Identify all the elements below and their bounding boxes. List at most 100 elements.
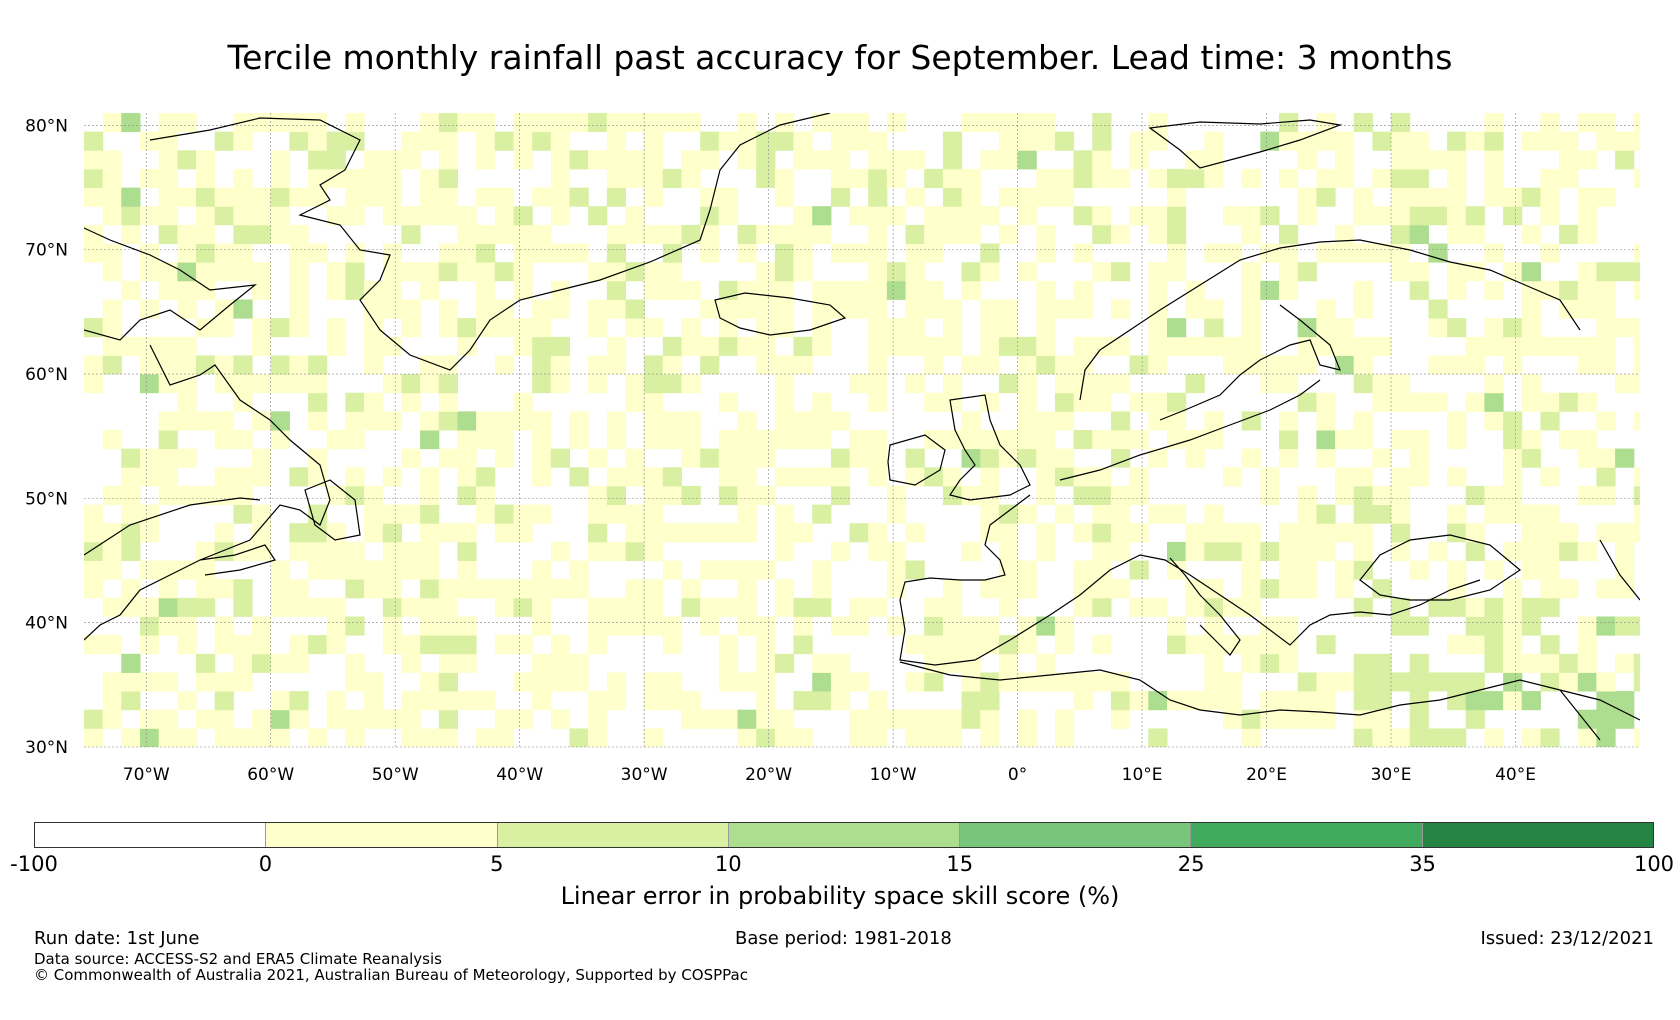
skill-cell [1503,541,1523,561]
skill-cell [1167,504,1187,524]
skill-cell [961,411,981,431]
skill-cell [662,262,682,282]
skill-cell [737,579,757,599]
skill-cell [1111,485,1131,505]
lon-tick-label: 20°W [745,765,792,785]
skill-cell [1260,579,1280,599]
lon-tick-label: 70°W [123,765,170,785]
skill-cell [793,336,813,356]
skill-cell [886,150,907,170]
skill-cell [270,318,290,338]
skill-cell [476,262,496,282]
skill-cell [812,392,832,412]
skill-cell [1223,243,1243,263]
skill-cell [1260,243,1280,263]
skill-cell [345,616,365,636]
skill-cell [438,374,458,394]
skill-cell [980,318,1000,338]
skill-cell [849,597,869,617]
skill-cell [1335,523,1355,543]
skill-cell [1335,243,1355,263]
skill-cell [793,243,813,263]
skill-cell [1316,131,1336,151]
skill-cell [289,653,309,673]
skill-cell [1428,597,1448,617]
skill-cell [270,113,290,133]
skill-cell [289,355,309,375]
skill-cell [214,672,234,692]
skill-cell [270,374,290,394]
skill-cell [718,709,738,729]
skill-cell [830,299,851,319]
skill-cell [1559,280,1579,300]
skill-cell [1204,635,1224,655]
skill-cell [588,709,608,729]
skill-cell [737,485,757,505]
skill-cell [233,206,253,226]
skill-cell [1017,336,1037,356]
skill-cell [270,728,290,747]
skill-cell [102,336,122,356]
skill-cell [588,504,608,524]
skill-cell [326,168,346,188]
skill-cell [1223,691,1243,711]
skill-cell [1241,523,1261,543]
skill-cell [998,672,1019,692]
skill-cell [980,299,1000,319]
skill-cell [1054,299,1075,319]
skill-cell [1633,523,1640,543]
skill-cell [401,299,421,319]
skill-cell [382,280,402,300]
skill-cell [1185,541,1205,561]
skill-cell [214,262,234,282]
skill-cell [326,280,346,300]
skill-cell [644,579,664,599]
skill-cell [1204,168,1224,188]
skill-cell [644,430,664,450]
skill-cell [606,467,626,487]
skill-cell [681,336,701,356]
skill-cell [494,523,514,543]
skill-cell [718,299,738,319]
skill-cell [1260,635,1280,655]
skill-cell [233,131,253,151]
skill-cell [1484,691,1504,711]
skill-cell [886,262,907,282]
skill-cell [289,243,309,263]
skill-cell [84,541,104,561]
skill-cell [1279,280,1299,300]
skill-cell [1521,392,1541,412]
skill-cell [364,485,384,505]
skill-cell [1428,355,1448,375]
skill-cell [1279,523,1299,543]
skill-cell [158,485,178,505]
skill-cell [737,616,757,636]
skill-cell [756,430,776,450]
skill-cell [1596,616,1616,636]
colorbar-segment [496,823,728,847]
skill-cell [1316,635,1336,655]
skill-cell [326,206,346,226]
skill-cell [532,579,552,599]
skill-cell [140,374,160,394]
skill-cell [1017,113,1037,133]
skill-cell [550,448,570,468]
skill-cell [812,430,832,450]
skill-cell [550,709,570,729]
skill-cell [569,187,589,207]
skill-cell [569,113,589,133]
skill-cell [625,616,645,636]
skill-cell [308,243,328,263]
skill-cell [121,336,141,356]
skill-cell [830,448,851,468]
skill-cell [1633,653,1640,673]
skill-cell [1391,467,1411,487]
colorbar-tick-label: 15 [946,852,974,876]
skill-cell [532,597,552,617]
skill-cell [998,560,1019,580]
skill-cell [1241,560,1261,580]
skill-cell [196,672,216,692]
skill-cell [793,635,813,655]
skill-cell [1129,597,1149,617]
skill-cell [102,243,122,263]
